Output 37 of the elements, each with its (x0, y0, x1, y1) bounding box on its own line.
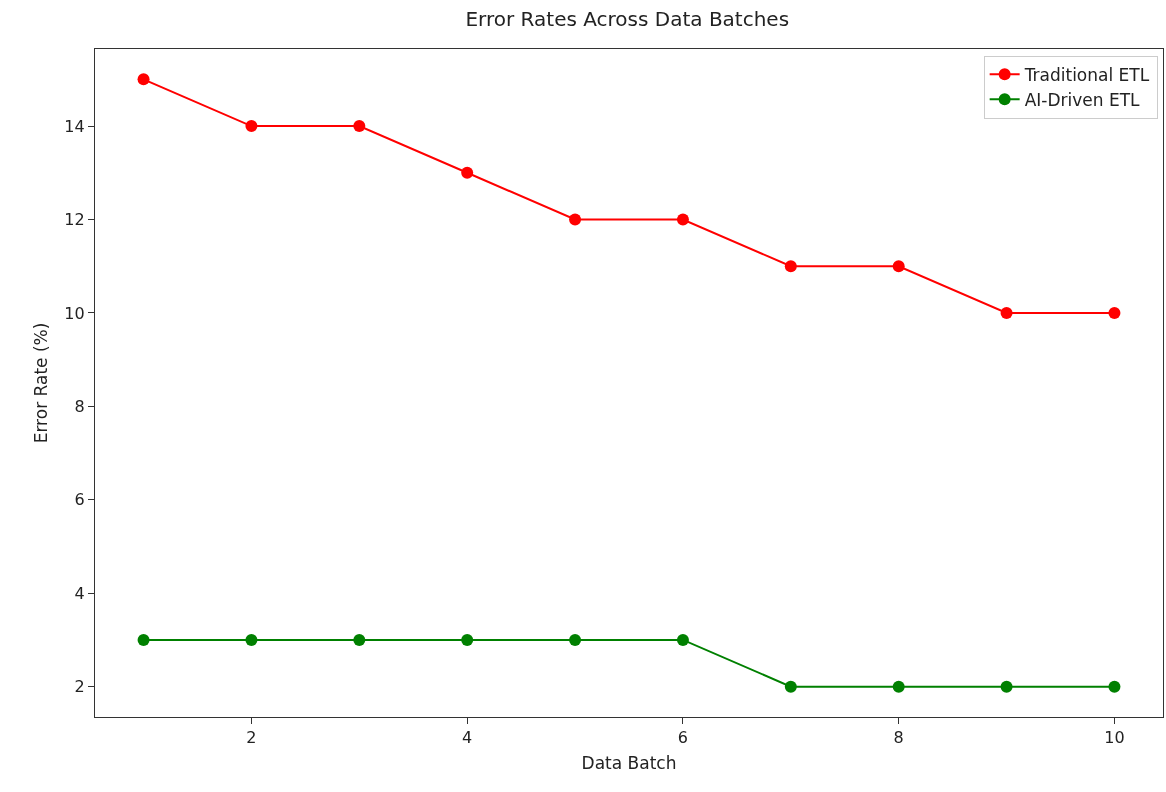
y-axis-title: Error Rate (%) (30, 322, 51, 444)
point (245, 120, 258, 133)
y-tick-label: 10 (64, 303, 85, 323)
point (1000, 680, 1013, 693)
x-tick-label: 8 (893, 728, 904, 748)
x-tick-label: 2 (246, 728, 257, 748)
x-tick-label: 4 (462, 728, 473, 748)
y-tick-label: 12 (64, 210, 85, 230)
point (784, 260, 797, 273)
point (569, 213, 582, 226)
point (137, 73, 150, 86)
point (569, 633, 582, 646)
point (1000, 306, 1013, 319)
point (1108, 306, 1121, 319)
legend-label: AI-Driven ETL (1024, 89, 1141, 110)
y-tick-label: 2 (74, 677, 85, 697)
legend-label: Traditional ETL (1023, 64, 1150, 85)
chart-title: Error Rates Across Data Batches (465, 6, 790, 31)
y-tick-label: 6 (74, 490, 85, 510)
y-tick-label: 8 (74, 396, 85, 416)
point (353, 633, 366, 646)
point (784, 680, 797, 693)
y-tick-label: 14 (64, 116, 85, 136)
point (892, 260, 905, 273)
point (461, 166, 474, 179)
y-tick-label: 4 (74, 583, 85, 603)
point (892, 680, 905, 693)
point (676, 633, 689, 646)
x-axis-title: Data Batch (581, 752, 677, 773)
point (461, 633, 474, 646)
x-tick-label: 6 (677, 728, 689, 748)
point (1108, 680, 1121, 693)
point (245, 633, 258, 646)
x-tick-label: 10 (1104, 728, 1125, 748)
point (676, 213, 689, 226)
point (353, 120, 366, 133)
point (137, 633, 150, 646)
